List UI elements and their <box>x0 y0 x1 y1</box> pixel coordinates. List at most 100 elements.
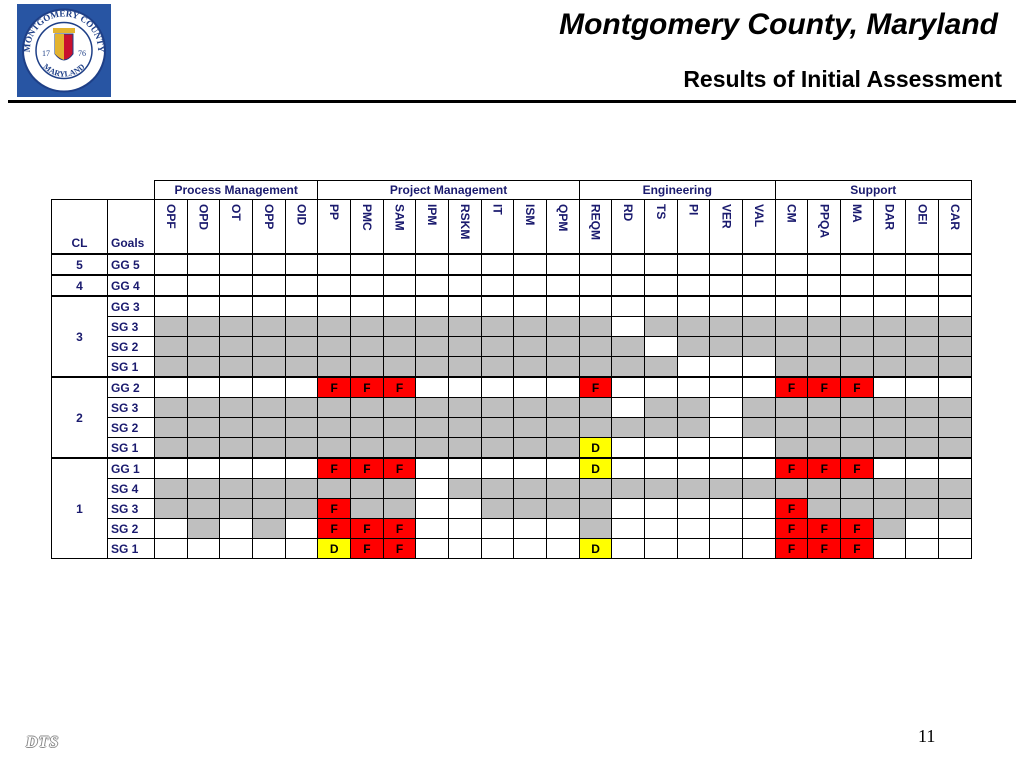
table-row: SG 4 <box>52 478 972 499</box>
empty-cell <box>676 274 711 297</box>
not-applicable-cell <box>905 498 940 519</box>
not-applicable-cell <box>480 336 515 357</box>
empty-cell <box>905 518 940 539</box>
empty-cell <box>676 538 711 559</box>
empty-cell <box>480 538 515 559</box>
not-applicable-cell <box>578 336 613 357</box>
not-applicable-cell <box>186 437 221 459</box>
not-applicable-cell <box>905 417 940 438</box>
empty-cell <box>742 498 776 519</box>
not-applicable-cell <box>709 336 744 357</box>
empty-cell <box>676 518 711 539</box>
not-applicable-cell <box>546 316 580 337</box>
process-area-label: PI <box>686 204 701 216</box>
group-header: Project Management <box>317 180 580 200</box>
empty-cell <box>709 417 744 438</box>
empty-cell <box>252 274 286 297</box>
capability-level-cell: 1 <box>51 457 108 559</box>
not-applicable-cell <box>448 336 482 357</box>
not-applicable-cell <box>513 356 548 378</box>
process-area-label: MA <box>849 204 864 223</box>
not-applicable-cell <box>840 316 874 337</box>
empty-cell <box>709 295 744 317</box>
fail-cell: F <box>807 538 842 559</box>
not-applicable-cell <box>317 478 352 499</box>
empty-cell <box>644 336 678 357</box>
process-area-label: RSKM <box>457 204 472 240</box>
process-area-label: VER <box>719 204 734 229</box>
fail-cell: F <box>774 518 809 539</box>
empty-cell <box>480 518 515 539</box>
empty-cell <box>644 376 678 398</box>
fail-cell: F <box>840 518 874 539</box>
not-applicable-cell <box>774 417 809 438</box>
empty-cell <box>317 253 352 276</box>
process-area-label: PP <box>327 204 342 221</box>
not-applicable-cell <box>938 397 972 418</box>
not-applicable-cell <box>807 478 842 499</box>
empty-cell <box>905 538 940 559</box>
not-applicable-cell <box>219 336 254 357</box>
empty-cell <box>415 538 450 559</box>
empty-cell <box>480 253 515 276</box>
empty-cell <box>284 253 319 276</box>
header-divider <box>8 100 1016 103</box>
fail-cell: F <box>350 457 384 479</box>
empty-cell <box>513 538 548 559</box>
empty-cell <box>513 457 548 479</box>
process-area-header: REQM <box>578 199 613 255</box>
not-applicable-cell <box>382 336 417 357</box>
empty-cell <box>644 498 678 519</box>
not-applicable-cell <box>513 498 548 519</box>
empty-cell <box>154 295 188 317</box>
empty-cell <box>611 253 646 276</box>
not-applicable-cell <box>840 417 874 438</box>
empty-cell <box>219 253 254 276</box>
empty-cell <box>709 518 744 539</box>
not-applicable-cell <box>480 417 515 438</box>
empty-cell <box>840 253 874 276</box>
process-area-header: CM <box>774 199 809 255</box>
empty-cell <box>742 274 776 297</box>
fail-cell: F <box>382 457 417 479</box>
not-applicable-cell <box>284 478 319 499</box>
not-applicable-cell <box>186 397 221 418</box>
process-area-header: IT <box>480 199 515 255</box>
not-applicable-cell <box>382 498 417 519</box>
not-applicable-cell <box>578 356 613 378</box>
not-applicable-cell <box>905 316 940 337</box>
empty-cell <box>774 253 809 276</box>
not-applicable-cell <box>382 478 417 499</box>
not-applicable-cell <box>872 437 907 459</box>
not-applicable-cell <box>840 478 874 499</box>
fail-cell: F <box>317 518 352 539</box>
process-area-header: RSKM <box>448 199 482 255</box>
empty-cell <box>546 538 580 559</box>
process-area-header: ISM <box>513 199 548 255</box>
not-applicable-cell <box>611 417 646 438</box>
not-applicable-cell <box>742 417 776 438</box>
not-applicable-cell <box>644 316 678 337</box>
not-applicable-cell <box>350 478 384 499</box>
process-area-label: DAR <box>882 204 897 230</box>
not-applicable-cell <box>938 356 972 378</box>
not-applicable-cell <box>611 356 646 378</box>
empty-cell <box>154 376 188 398</box>
not-applicable-cell <box>284 498 319 519</box>
empty-cell <box>513 376 548 398</box>
not-applicable-cell <box>905 336 940 357</box>
empty-cell <box>676 356 711 378</box>
not-applicable-cell <box>252 316 286 337</box>
fail-cell: F <box>317 498 352 519</box>
empty-cell <box>546 518 580 539</box>
empty-cell <box>938 457 972 479</box>
empty-cell <box>154 457 188 479</box>
not-applicable-cell <box>872 316 907 337</box>
process-area-label: RD <box>621 204 636 222</box>
process-area-label: OID <box>294 204 309 226</box>
empty-cell <box>219 376 254 398</box>
empty-cell <box>578 253 613 276</box>
fail-cell: F <box>840 538 874 559</box>
empty-cell <box>513 274 548 297</box>
